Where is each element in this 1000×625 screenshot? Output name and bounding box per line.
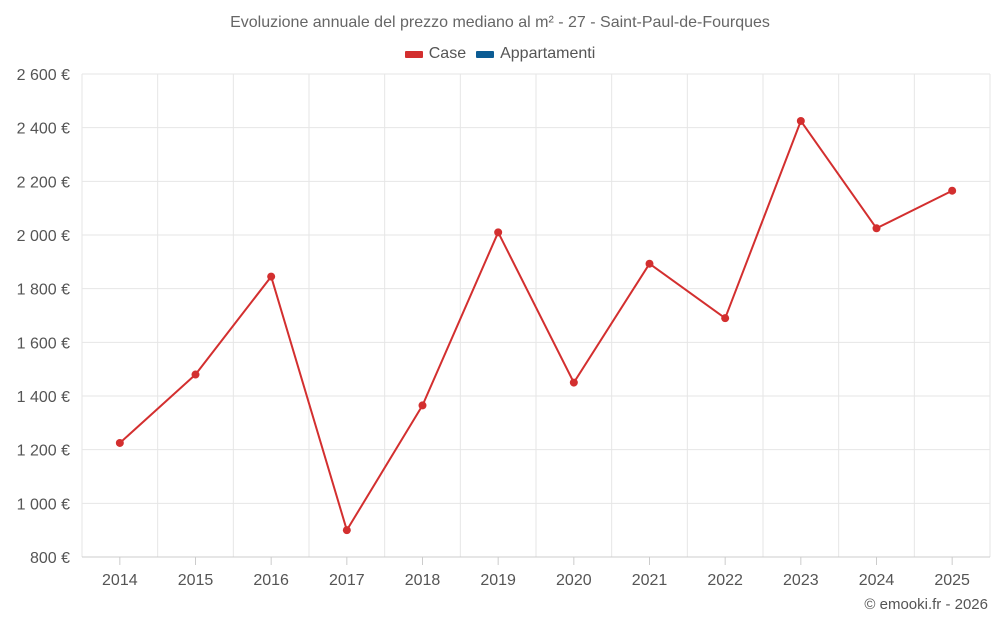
legend-item-appartamenti[interactable]: Appartamenti (476, 45, 595, 63)
data-point-case-2025[interactable] (948, 186, 957, 195)
series-layer (115, 116, 957, 535)
x-tick-label: 2022 (707, 572, 743, 589)
chart-title: Evoluzione annuale del prezzo mediano al… (230, 14, 770, 31)
series-line-case (119, 119, 953, 532)
data-point-case-2019[interactable] (494, 228, 503, 237)
legend-label-appartamenti: Appartamenti (500, 45, 596, 62)
x-tick-label: 2014 (102, 572, 138, 589)
legend-swatch-appartamenti (476, 50, 495, 58)
y-tick-label: 1 200 € (17, 443, 70, 460)
x-tick-label: 2021 (632, 572, 668, 589)
x-tick-label: 2018 (405, 572, 441, 589)
data-point-case-2021[interactable] (645, 259, 654, 268)
x-tick-label: 2025 (934, 572, 970, 589)
grid-lines (81, 73, 991, 557)
y-tick-label: 2 600 € (17, 67, 70, 84)
x-axis: 2014 2015 2016 2017 2018 2019 2020 2021 2022 2023… (82, 556, 990, 589)
data-point-case-2020[interactable] (569, 378, 578, 387)
data-point-case-2018[interactable] (418, 401, 427, 410)
x-tick-label: 2015 (178, 572, 214, 589)
data-point-case-2022[interactable] (721, 314, 730, 323)
x-tick-label: 2017 (329, 572, 365, 589)
data-point-case-2014[interactable] (115, 438, 124, 447)
y-tick-label: 2 000 € (17, 228, 70, 245)
legend-item-case[interactable]: Case (404, 45, 467, 63)
x-tick-label: 2024 (859, 572, 895, 589)
x-tick-label: 2023 (783, 572, 819, 589)
y-tick-label: 1 800 € (17, 282, 70, 299)
y-tick-label: 2 200 € (17, 174, 70, 191)
y-tick-label: 1 000 € (17, 496, 70, 513)
y-tick-label: 2 400 € (17, 121, 70, 138)
x-tick-label: 2020 (556, 572, 592, 589)
credit-text: © emooki.fr - 2026 (864, 596, 988, 613)
y-tick-label: 1 400 € (17, 389, 70, 406)
legend-swatch-case (404, 50, 423, 58)
y-axis: 800 € 1 000 € 1 200 € 1 400 € 1 600 € 1 800 €… (17, 67, 70, 567)
x-tick-label: 2016 (253, 572, 289, 589)
data-point-case-2015[interactable] (191, 370, 200, 379)
data-point-case-2023[interactable] (796, 116, 805, 125)
y-tick-label: 1 600 € (17, 335, 70, 352)
legend: Case Appartamenti (0, 45, 1000, 63)
data-point-case-2017[interactable] (342, 526, 351, 535)
data-point-case-2024[interactable] (872, 224, 881, 233)
data-point-case-2016[interactable] (267, 272, 276, 281)
y-tick-label: 800 € (30, 550, 70, 567)
x-tick-label: 2019 (480, 572, 516, 589)
legend-label-case: Case (428, 45, 467, 62)
